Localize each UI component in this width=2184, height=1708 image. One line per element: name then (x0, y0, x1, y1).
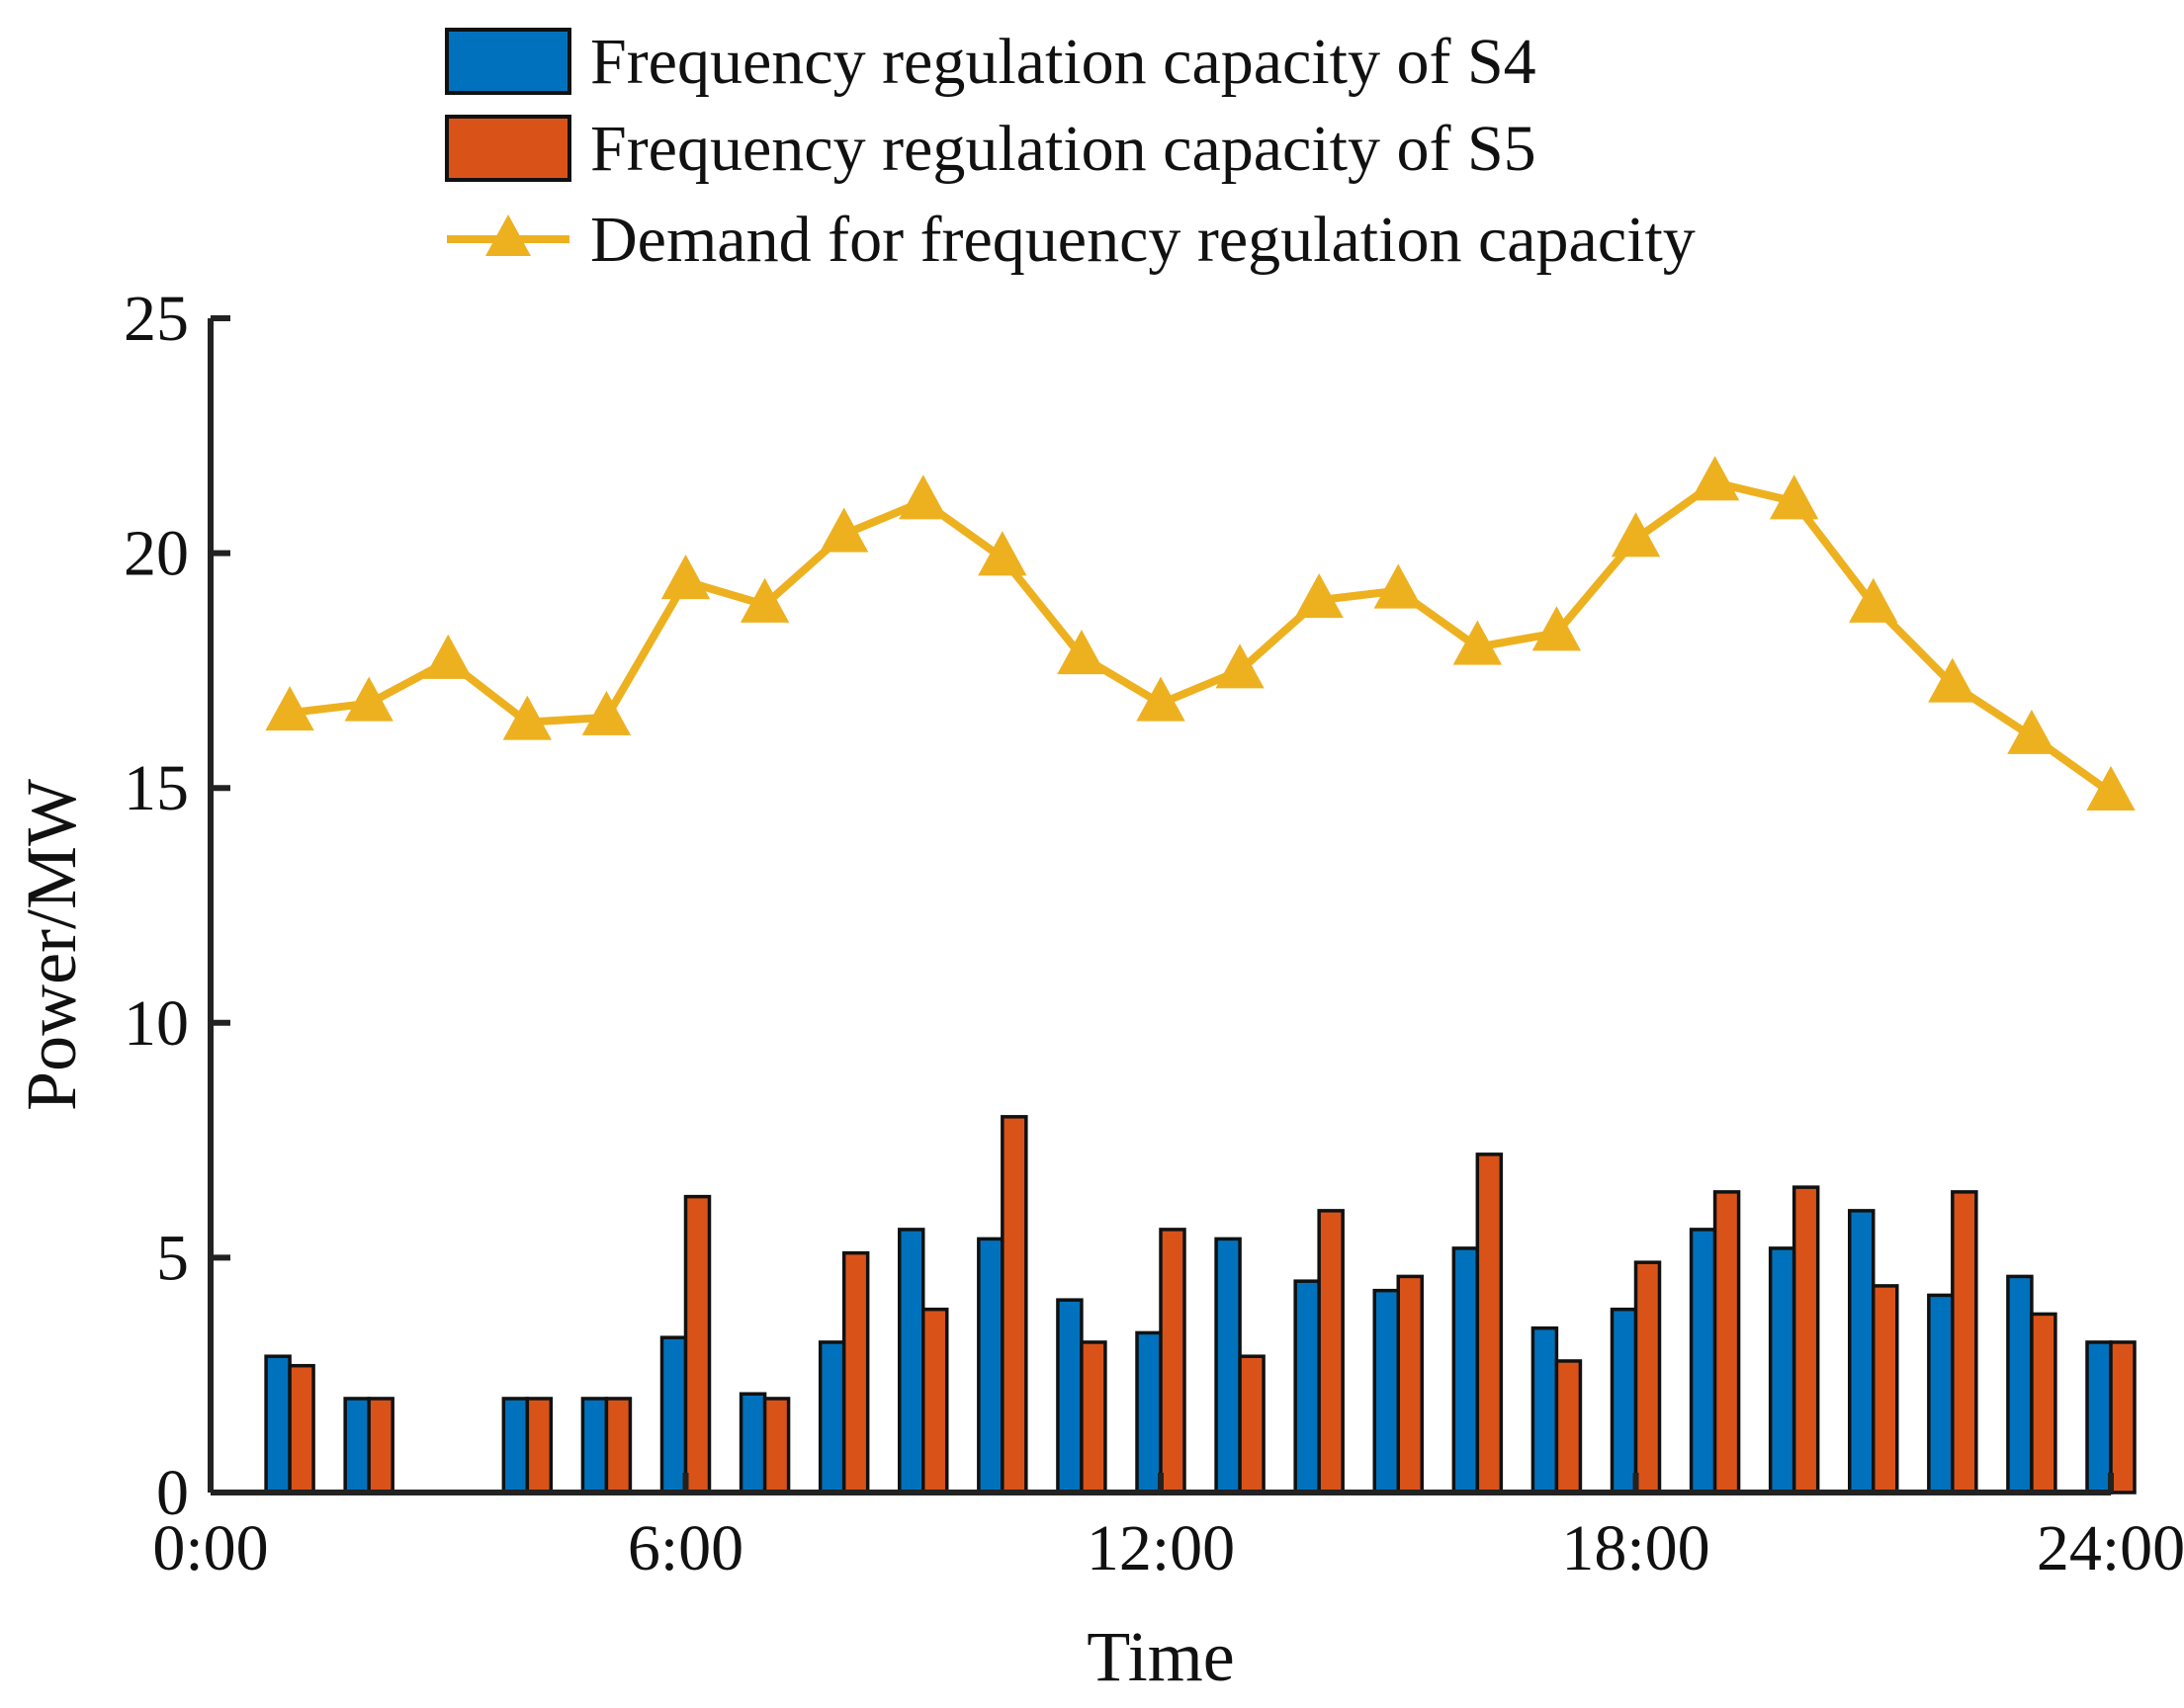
bar-s4-10 (977, 1237, 1005, 1494)
bar-s4-16 (1451, 1246, 1480, 1494)
demand-marker-13 (1215, 643, 1265, 689)
bar-s4-9 (898, 1228, 925, 1494)
demand-marker-22 (1928, 657, 1977, 703)
x-tick-label-0: 0:00 (152, 1512, 268, 1584)
demand-marker-1 (265, 686, 314, 731)
bar-s4-22 (1927, 1293, 1955, 1494)
bar-s5-21 (1872, 1284, 1899, 1494)
x-tick-label-3: 18:00 (1561, 1512, 1709, 1584)
demand-marker-20 (1769, 474, 1819, 520)
bar-s5-19 (1712, 1190, 1741, 1494)
bar-s5-17 (1554, 1359, 1583, 1494)
legend-label-0: Frequency regulation capacity of S4 (590, 26, 1536, 98)
legend: Frequency regulation capacity of S4 Frequ… (445, 26, 1696, 276)
demand-marker-17 (1531, 606, 1582, 651)
y-axis-title: Power/MW (12, 779, 91, 1111)
bar-s5-22 (1951, 1190, 1978, 1494)
demand-marker-16 (1452, 620, 1503, 665)
x-tick-label-1: 6:00 (628, 1512, 743, 1584)
bar-s4-8 (818, 1340, 846, 1494)
legend-label-2: Demand for frequency regulation capacity (590, 204, 1696, 276)
bar-s5-18 (1633, 1260, 1662, 1494)
demand-marker-6 (660, 555, 711, 600)
bar-s5-23 (2030, 1312, 2057, 1494)
bar-s5-7 (762, 1397, 791, 1494)
demand-marker-2 (344, 676, 393, 722)
bar-s4-20 (1768, 1246, 1796, 1494)
demand-marker-9 (899, 474, 948, 520)
plot-area (264, 456, 2137, 1494)
demand-marker-5 (581, 690, 632, 735)
bar-s5-15 (1396, 1274, 1424, 1494)
bar-s5-20 (1791, 1185, 1820, 1494)
axes: 0 5 10 15 20 25 0:00 6:00 12:00 18:00 24:00 Time Pow… (12, 283, 2184, 1696)
demand-marker-4 (502, 695, 553, 740)
bar-s4-1 (264, 1354, 292, 1494)
bar-s5-9 (921, 1307, 949, 1494)
bar-s4-11 (1056, 1298, 1084, 1494)
x-axis-title: Time (1087, 1617, 1234, 1696)
bar-s5-14 (1317, 1209, 1345, 1494)
demand-marker-12 (1136, 676, 1185, 722)
bar-s4-13 (1214, 1237, 1242, 1494)
y-tick-label-10: 10 (124, 987, 189, 1060)
demand-marker-11 (1057, 630, 1106, 675)
bar-s5-24 (2109, 1340, 2137, 1494)
bar-s4-15 (1372, 1288, 1400, 1494)
y-tick-label-0: 0 (156, 1457, 189, 1529)
demand-marker-7 (740, 577, 790, 623)
bar-s5-13 (1238, 1354, 1266, 1494)
y-tick-label-15: 15 (124, 752, 189, 824)
demand-marker-18 (1611, 512, 1661, 557)
bar-s4-4 (501, 1397, 530, 1494)
bar-s4-17 (1530, 1325, 1559, 1494)
bar-s4-7 (739, 1392, 767, 1494)
bar-s4-5 (580, 1397, 609, 1494)
bar-s4-14 (1293, 1279, 1321, 1494)
y-tick-label-5: 5 (156, 1222, 189, 1294)
demand-marker-24 (2086, 765, 2136, 811)
bar-s5-10 (1001, 1115, 1028, 1494)
bar-s4-24 (2085, 1340, 2113, 1494)
demand-marker-15 (1373, 563, 1423, 609)
demand-marker-14 (1294, 573, 1344, 619)
legend-swatch-demand-marker (485, 214, 531, 256)
bar-s5-1 (288, 1363, 315, 1494)
bar-s4-2 (343, 1397, 371, 1494)
demand-marker-23 (2007, 709, 2056, 754)
bar-s5-16 (1475, 1153, 1504, 1494)
bar-s4-21 (1848, 1209, 1876, 1494)
bar-s5-5 (604, 1397, 633, 1494)
demand-marker-21 (1849, 577, 1898, 623)
legend-swatch-s5 (445, 115, 571, 182)
bar-s5-4 (525, 1397, 554, 1494)
bar-s5-11 (1080, 1340, 1107, 1494)
bar-s5-8 (841, 1250, 870, 1494)
bar-s4-23 (2006, 1274, 2034, 1494)
bar-s4-12 (1135, 1330, 1163, 1494)
legend-swatch-s4 (445, 28, 571, 95)
demand-marker-3 (423, 634, 473, 679)
demand-marker-10 (978, 531, 1027, 576)
y-tick-label-20: 20 (124, 518, 189, 590)
demand-marker-19 (1690, 456, 1740, 501)
demand-line (286, 478, 2115, 797)
legend-label-1: Frequency regulation capacity of S5 (590, 113, 1536, 185)
bar-s5-2 (367, 1397, 394, 1494)
demand-marker-8 (819, 507, 869, 553)
x-tick-label-2: 12:00 (1087, 1512, 1235, 1584)
bar-s4-6 (659, 1335, 688, 1494)
bar-s5-6 (683, 1194, 712, 1494)
y-tick-label-25: 25 (124, 283, 189, 355)
bar-s5-12 (1159, 1228, 1186, 1494)
bar-s4-18 (1610, 1307, 1638, 1494)
x-tick-label-4: 24:00 (2037, 1512, 2184, 1584)
bar-s4-19 (1689, 1228, 1717, 1494)
